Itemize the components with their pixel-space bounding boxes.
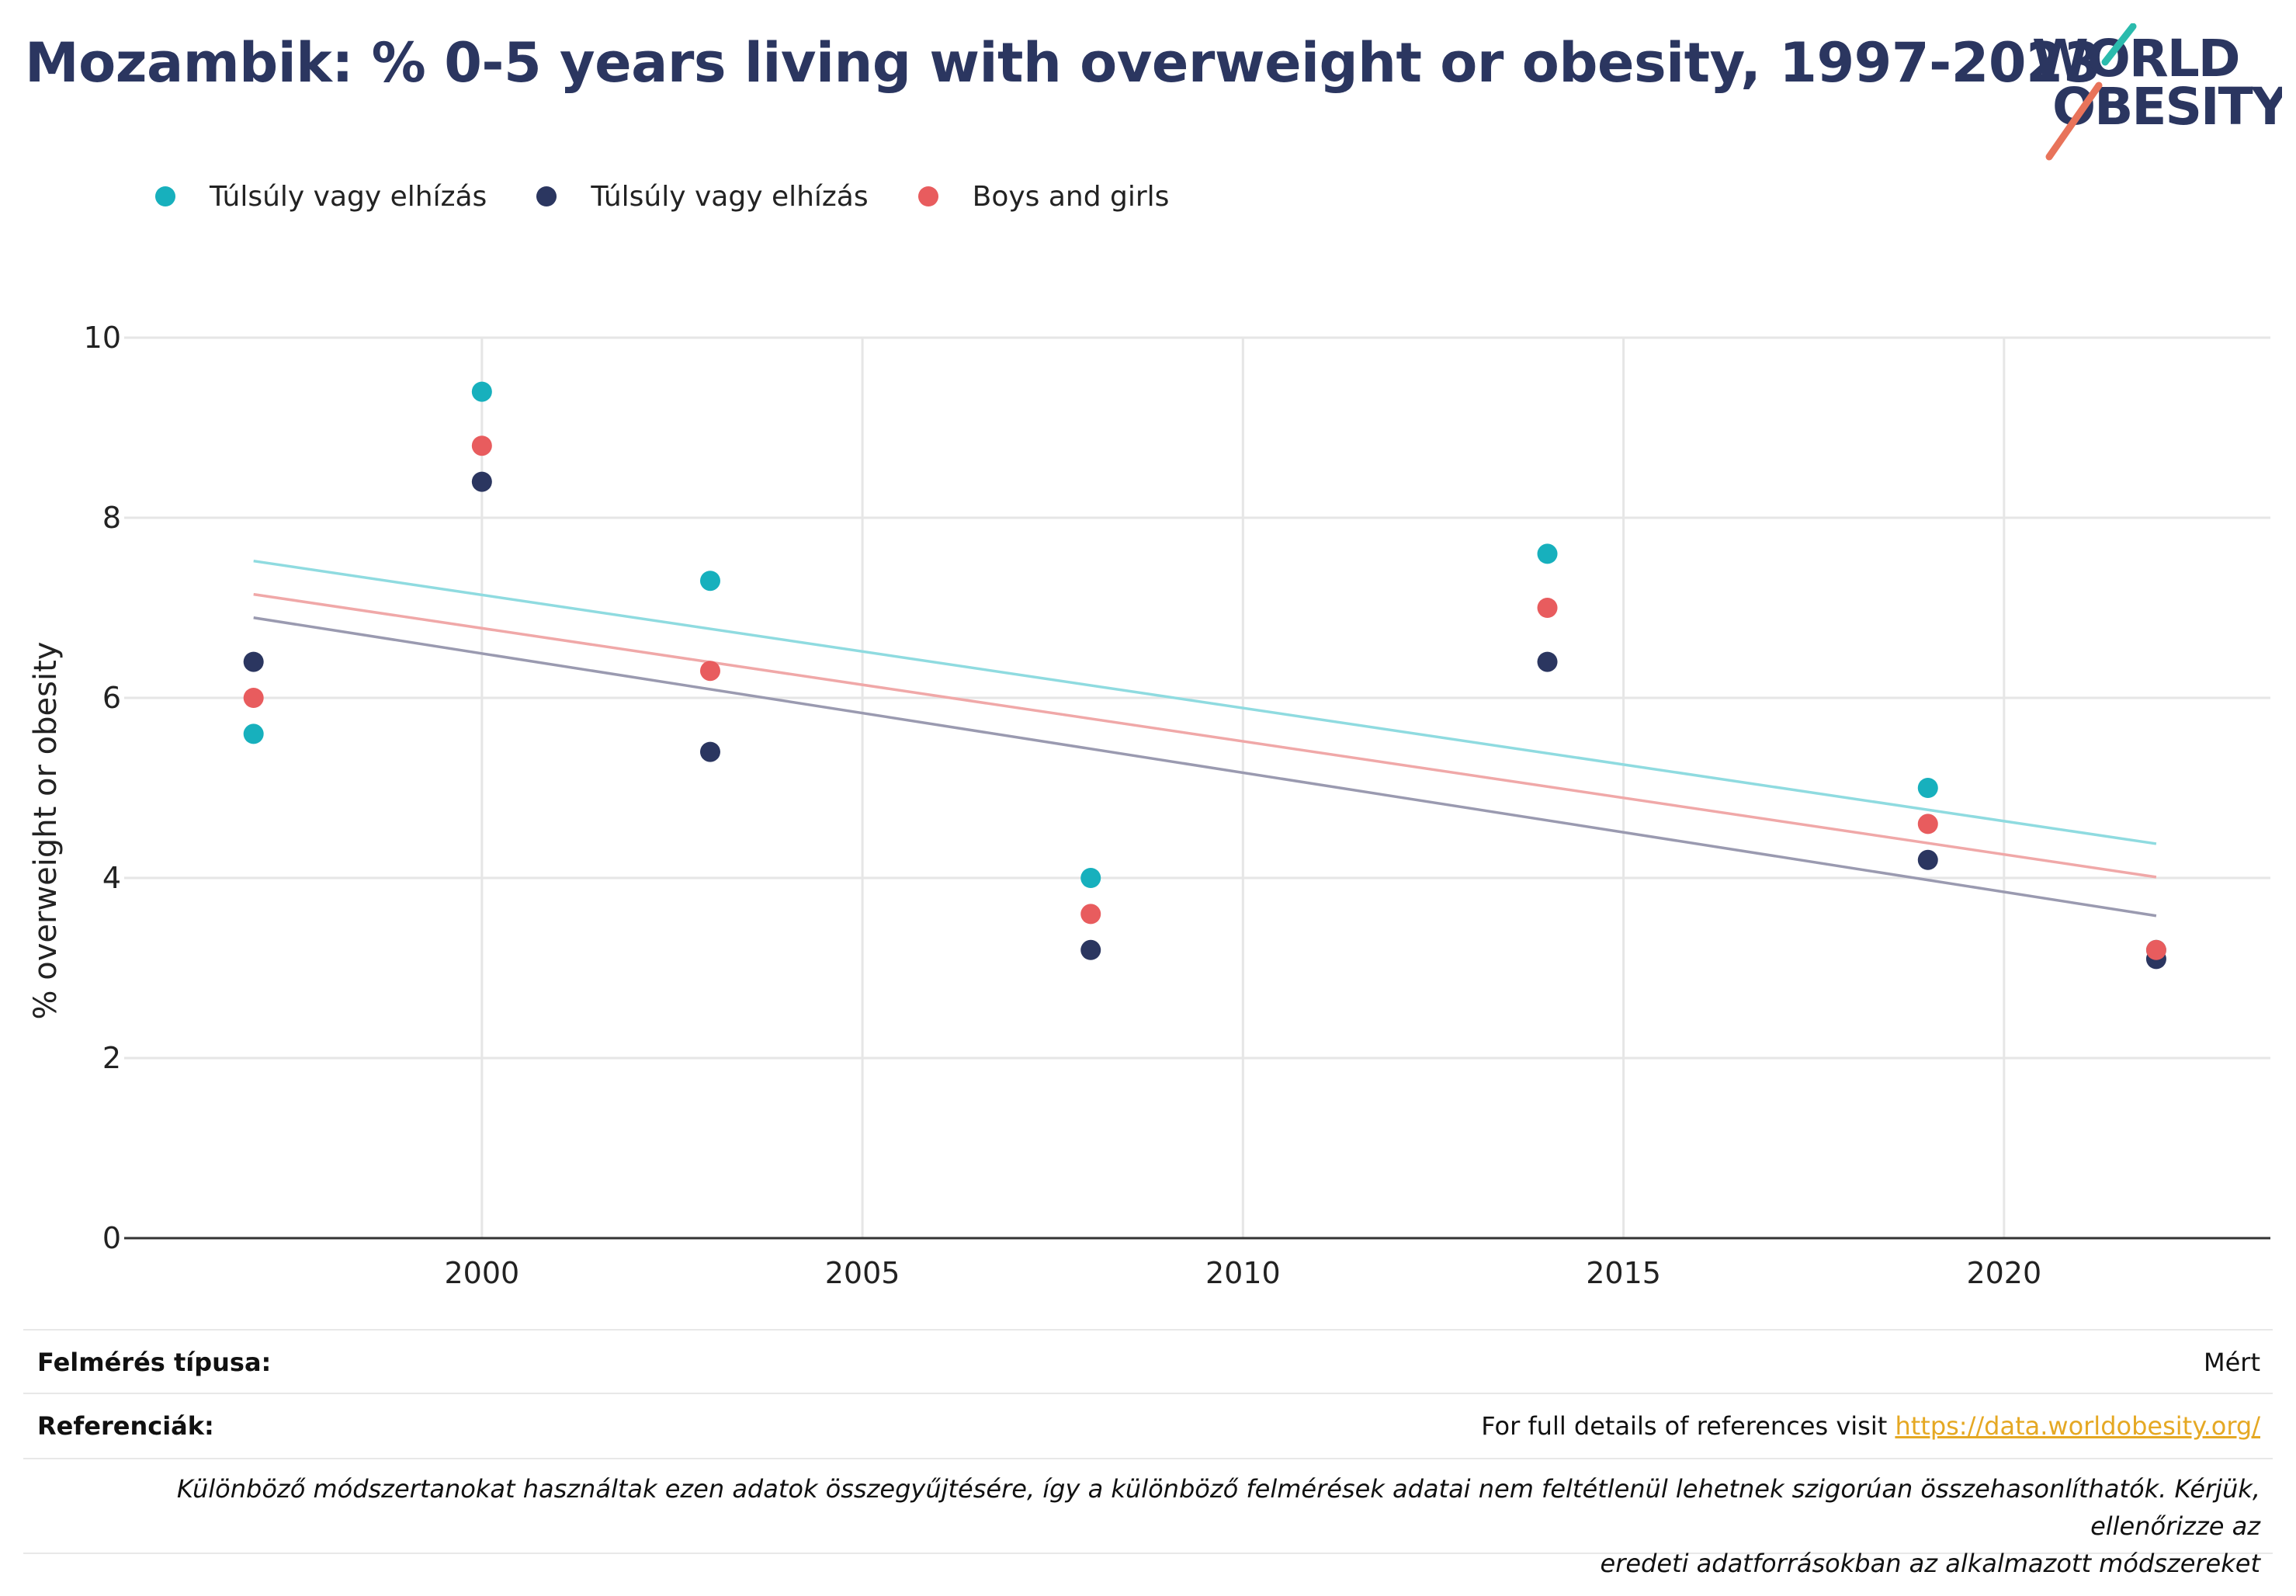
logo-line1: WORLD	[2032, 29, 2239, 88]
y-tick-label: 8	[102, 501, 121, 535]
data-point-series-1	[1080, 868, 1101, 888]
x-tick-label: 2005	[825, 1256, 900, 1290]
chart-legend: Túlsúly vagy elhízás Túlsúly vagy elhízá…	[155, 177, 1219, 216]
y-axis-label: % overweight or obesity	[28, 642, 64, 1020]
data-point-series-2	[1917, 849, 1938, 870]
data-point-series-2	[243, 651, 264, 672]
data-point-series-2	[699, 741, 720, 762]
methodology-note: Különböző módszertanokat használtak ezen…	[40, 1470, 2260, 1582]
data-point-series-1	[699, 571, 720, 592]
legend-item-series-1[interactable]: Túlsúly vagy elhízás	[155, 181, 487, 213]
references-label: Referenciák:	[37, 1411, 214, 1441]
references-text: For full details of references visit	[1481, 1411, 1895, 1441]
survey-type-value: Mért	[2204, 1348, 2260, 1377]
data-point-series-3	[2145, 939, 2166, 960]
data-point-series-3	[471, 435, 492, 456]
legend-item-series-3[interactable]: Boys and girls	[917, 180, 1170, 213]
logo-slash-coral	[2045, 82, 2103, 161]
data-point-series-1	[1537, 543, 1558, 564]
data-point-series-3	[1537, 598, 1558, 618]
y-tick-label: 10	[84, 321, 121, 355]
data-point-series-2	[1537, 651, 1558, 672]
trend-line-series-3	[253, 592, 2157, 879]
data-point-series-1	[243, 723, 264, 744]
legend-item-series-2[interactable]: Túlsúly vagy elhízás	[536, 180, 869, 213]
y-tick-label: 6	[102, 681, 121, 715]
y-tick-label: 4	[102, 861, 121, 895]
x-tick-label: 2015	[1586, 1256, 1661, 1290]
x-tick-label: 2020	[1966, 1256, 2041, 1290]
trend-line-series-1	[253, 559, 2157, 845]
legend-label-series-1: Túlsúly vagy elhízás	[210, 180, 487, 213]
data-point-series-1	[471, 381, 492, 402]
data-point-series-1	[1917, 778, 1938, 798]
data-point-series-2	[471, 471, 492, 492]
survey-type-label: Felmérés típusa:	[37, 1348, 272, 1377]
footer-survey-row: Felmérés típusa: Mért	[23, 1329, 2273, 1393]
references-value: For full details of references visit htt…	[1481, 1411, 2260, 1441]
y-tick-label: 0	[102, 1221, 121, 1255]
legend-dot-series-1	[155, 186, 175, 206]
legend-label-series-2: Túlsúly vagy elhízás	[591, 180, 869, 213]
legend-dot-series-2	[536, 186, 557, 206]
note-line-2: eredeti adatforrásokban az alkalmazott m…	[1600, 1549, 2261, 1578]
data-point-series-2	[1080, 939, 1101, 960]
data-point-series-3	[1917, 814, 1938, 834]
page-title: Mozambik: % 0-5 years living with overwe…	[25, 31, 2101, 95]
footer-note-row: Különböző módszertanokat használtak ezen…	[23, 1458, 2273, 1578]
data-point-series-3	[243, 688, 264, 708]
data-point-series-3	[1080, 904, 1101, 925]
scatter-chart: 0 2 4 6 8 10 2000 2005 2010 2015 2020 % overweight …	[28, 321, 2270, 1290]
y-tick-label: 2	[102, 1041, 121, 1075]
world-obesity-logo: WORLD OBESITY	[2032, 23, 2282, 161]
footer-references-row: Referenciák: For full details of referen…	[23, 1393, 2273, 1458]
x-tick-label: 2000	[444, 1256, 519, 1290]
references-link[interactable]: https://data.worldobesity.org/	[1895, 1411, 2260, 1441]
note-line-1: Különböző módszertanokat használtak ezen…	[176, 1474, 2260, 1541]
data-point-series-3	[699, 661, 720, 682]
legend-label-series-3: Boys and girls	[972, 180, 1170, 213]
logo-line2: OBESITY	[2052, 77, 2282, 137]
trend-line-series-2	[253, 616, 2157, 918]
x-tick-label: 2010	[1205, 1256, 1281, 1290]
logo-slash-teal	[2101, 23, 2137, 66]
legend-dot-series-3	[917, 186, 938, 206]
